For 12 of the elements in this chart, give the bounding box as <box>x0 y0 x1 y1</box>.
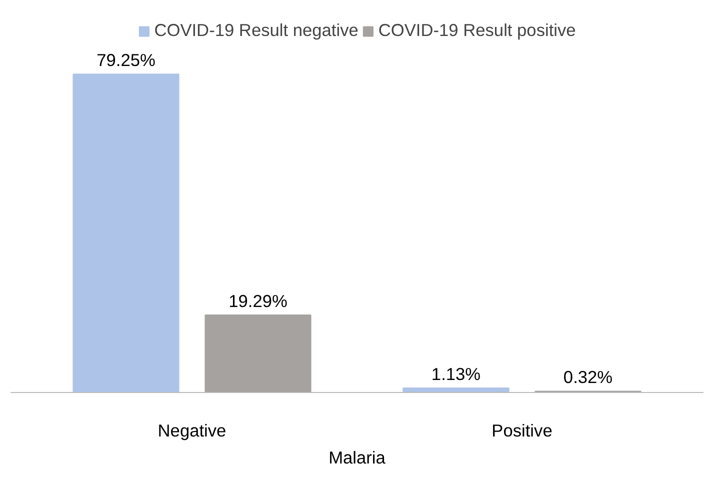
x-axis-title: Malaria <box>328 448 386 468</box>
bar <box>402 387 510 392</box>
legend-label: COVID-19 Result positive <box>378 20 576 41</box>
x-tick-label: Positive <box>492 420 552 440</box>
data-label: 19.29% <box>228 291 288 312</box>
bar <box>72 74 180 392</box>
data-label: 1.13% <box>431 364 481 384</box>
data-label: 0.32% <box>563 367 613 388</box>
bar <box>204 314 312 392</box>
legend-label: COVID-19 Result negative <box>154 20 358 41</box>
x-tick-label: Negative <box>158 420 226 440</box>
data-label: 79.25% <box>96 50 156 70</box>
